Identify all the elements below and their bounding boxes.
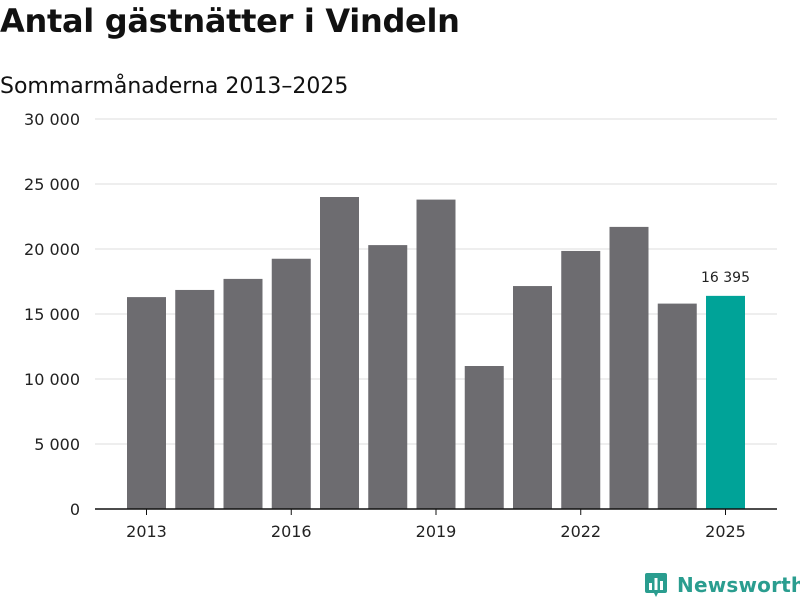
- y-tick-label: 10 000: [24, 370, 80, 389]
- y-tick-label: 20 000: [24, 240, 80, 259]
- bar: [127, 297, 166, 509]
- x-tick-label: 2016: [271, 522, 312, 541]
- bar: [513, 286, 552, 509]
- x-tick-label: 2025: [705, 522, 746, 541]
- brand-name: Newsworthy: [677, 573, 800, 597]
- x-tick-label: 2022: [560, 522, 601, 541]
- y-tick-label: 30 000: [24, 110, 80, 129]
- bar-chart-icon: [645, 573, 667, 597]
- x-tick-label: 2013: [126, 522, 167, 541]
- chart-title: Antal gästnätter i Vindeln: [0, 2, 460, 40]
- bar: [271, 258, 311, 509]
- y-tick-label: 15 000: [24, 305, 80, 324]
- bar: [416, 199, 456, 509]
- bar: [368, 245, 408, 509]
- bar: [609, 226, 649, 509]
- bar: [320, 197, 359, 509]
- data-label: 16 395: [701, 270, 750, 286]
- y-tick-label: 25 000: [24, 175, 80, 194]
- bar: [464, 366, 504, 509]
- bar: [561, 250, 601, 509]
- bar: [223, 278, 263, 509]
- x-tick-label: 2019: [416, 522, 457, 541]
- bar: [175, 289, 215, 509]
- bar: [657, 303, 697, 509]
- bar-highlighted: [706, 295, 745, 509]
- y-tick-label: 0: [70, 500, 80, 519]
- y-tick-label: 5 000: [34, 435, 80, 454]
- chart-subtitle: Sommarmånaderna 2013–2025: [0, 74, 349, 99]
- brand-logo: Newsworthy: [644, 570, 800, 600]
